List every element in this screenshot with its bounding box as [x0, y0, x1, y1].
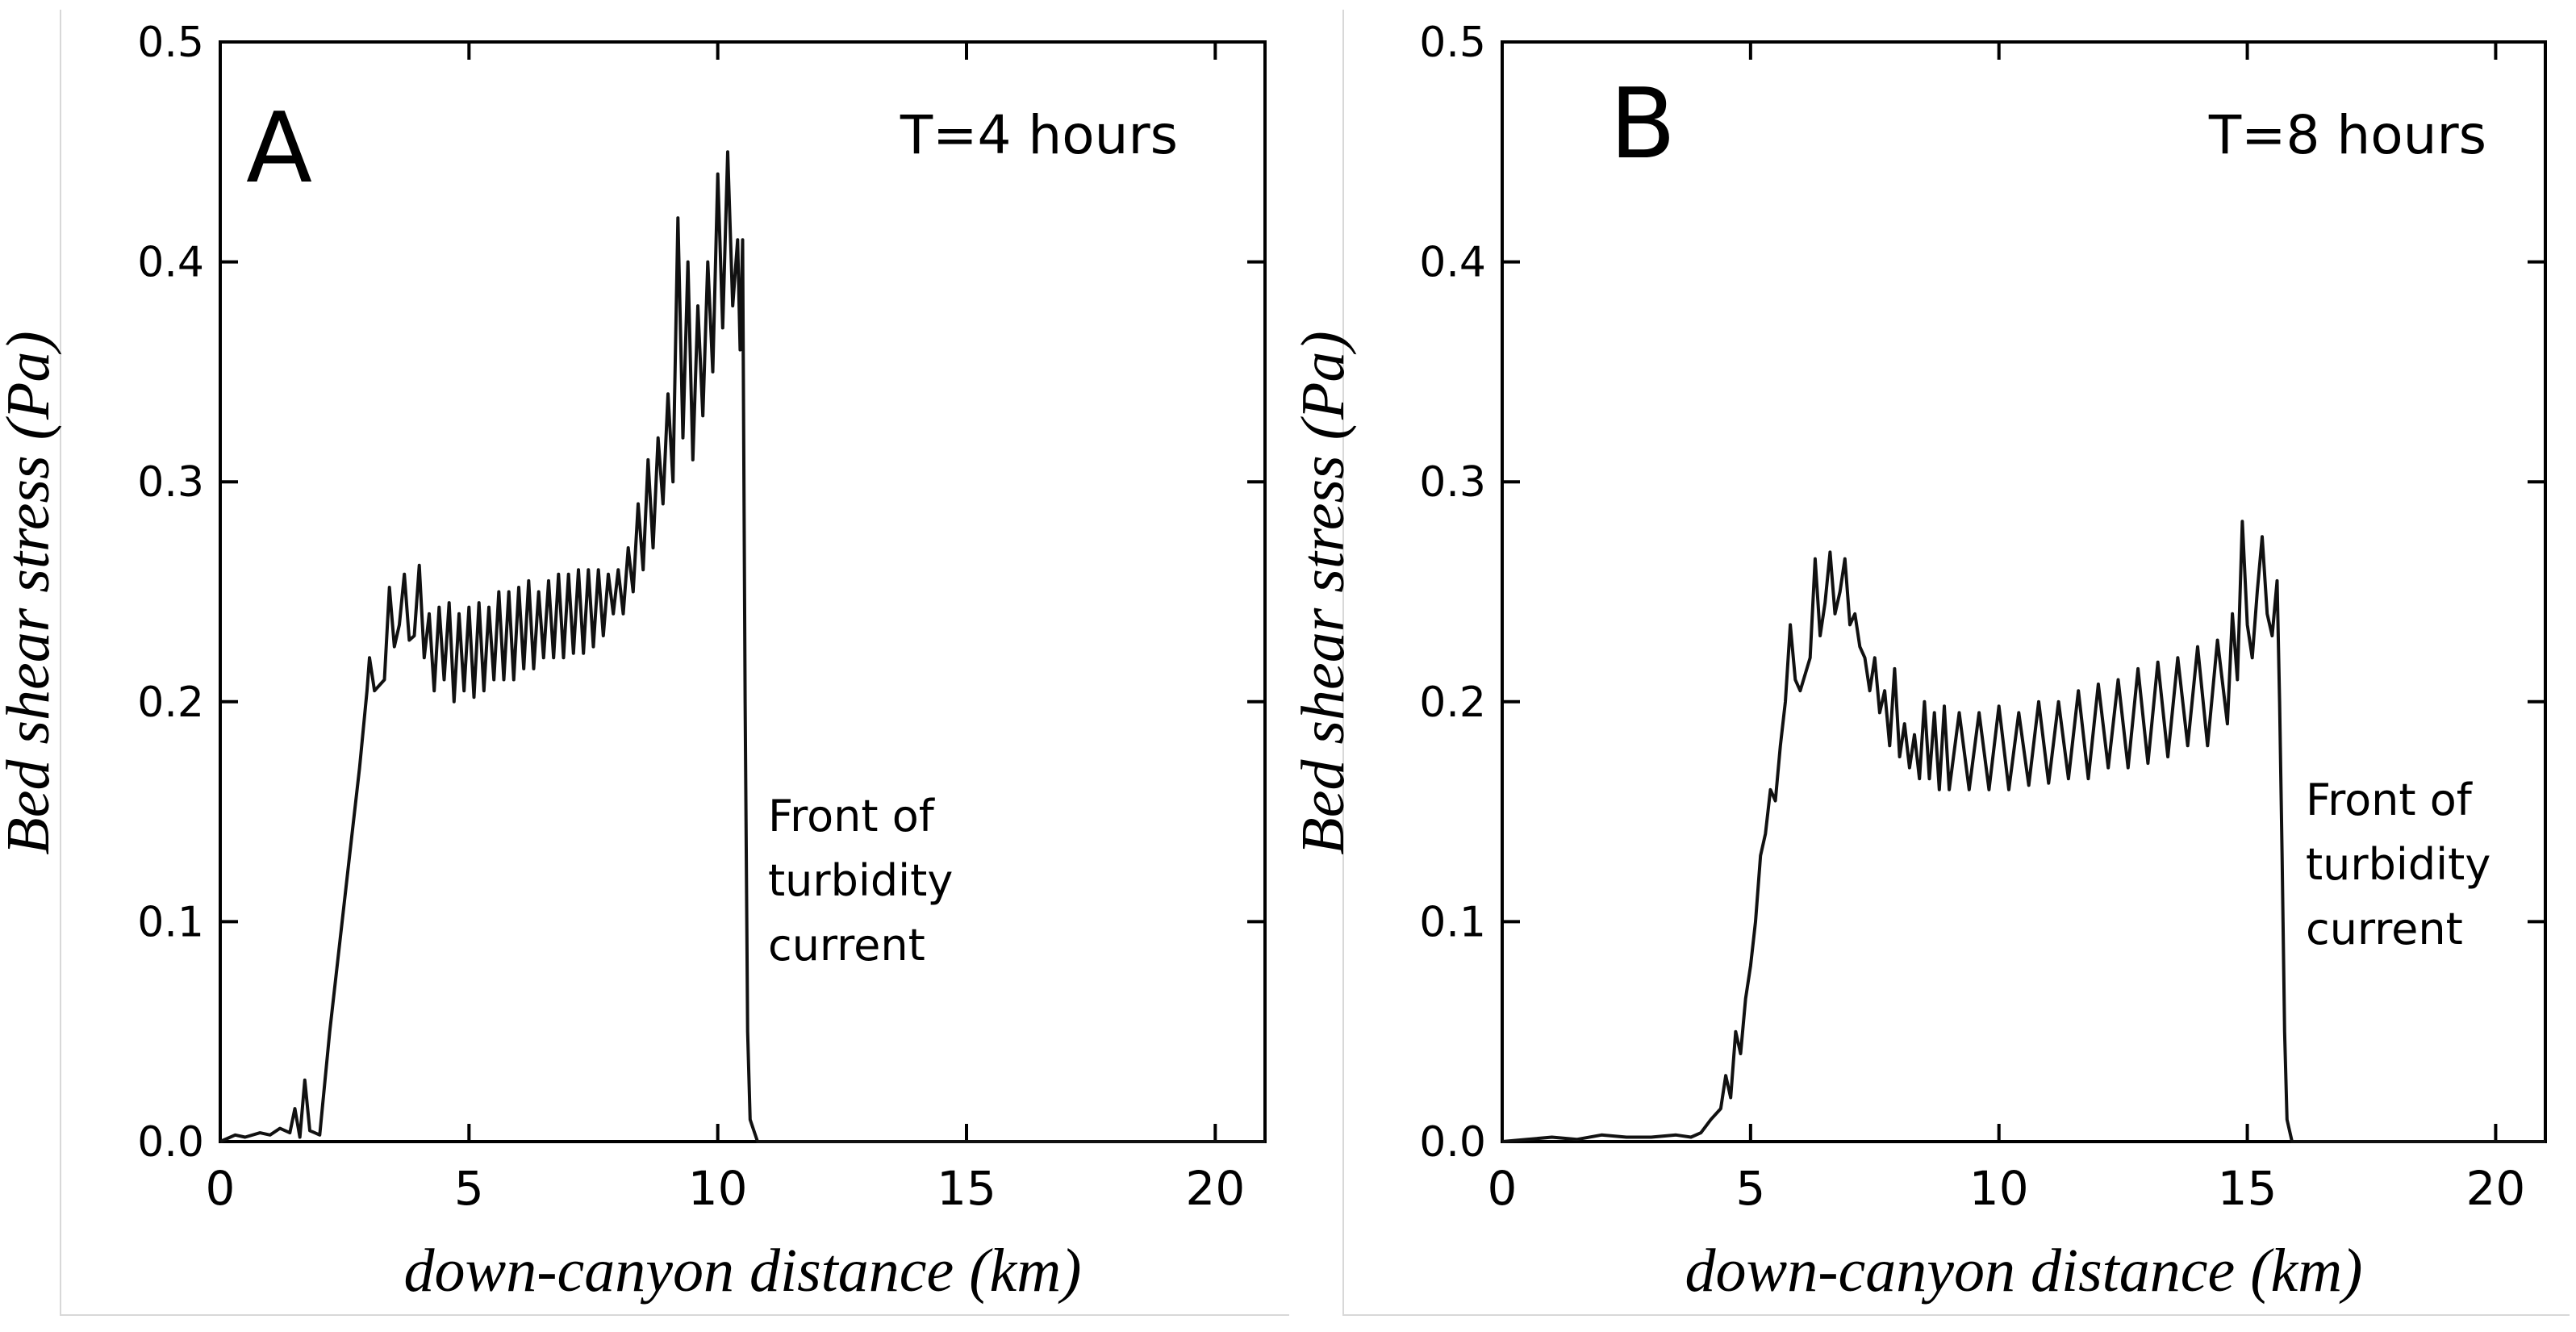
annotation-front-of-turbidity-current: Front of [768, 791, 936, 841]
panel-outer-frame [1342, 10, 2570, 1316]
time-label: T=8 hours [2208, 104, 2486, 166]
panel-a: 0 5 10 15 20 0.0 0.1 0.2 0.3 0.4 0.5 A T=4 hours Fron… [0, 10, 1289, 1316]
x-tick-label: 20 [1185, 1161, 1245, 1216]
y-tick-label: 0.5 [1419, 19, 1486, 67]
y-tick-label: 0.0 [1419, 1118, 1486, 1167]
y-tick-label: 0.2 [1419, 679, 1486, 727]
panel-letter: A [246, 93, 312, 205]
y-tick-label: 0.1 [1419, 898, 1486, 946]
annotation-front-of-turbidity-current: turbidity [768, 855, 953, 906]
plot-area-frame [219, 40, 1267, 1143]
y-axis-label: Bed shear stress (Pa) [1289, 331, 1357, 854]
panel-letter: B [1609, 69, 1676, 181]
x-axis-label: down-canyon distance (km) [1685, 1237, 2363, 1305]
y-tick-label: 0.3 [1419, 458, 1486, 507]
annotation-front-of-turbidity-current: current [2306, 904, 2463, 954]
x-tick-label: 15 [937, 1161, 996, 1216]
y-axis-label: Bed shear stress (Pa) [0, 331, 62, 854]
x-tick-label: 10 [688, 1161, 748, 1216]
y-tick-label: 0.2 [137, 679, 204, 727]
series-line-bed-shear-stress [219, 150, 1265, 1143]
x-tick-label: 15 [2218, 1161, 2277, 1216]
y-tick-label: 0.3 [137, 458, 204, 507]
x-tick-label: 20 [2466, 1161, 2526, 1216]
panel-outer-frame [60, 10, 1289, 1316]
series-line-bed-shear-stress [1501, 520, 2545, 1143]
annotation-front-of-turbidity-current: turbidity [2306, 839, 2490, 890]
y-tick-label: 0.4 [1419, 239, 1486, 287]
plot-area-frame [1501, 40, 2547, 1143]
x-tick-label: 0 [206, 1161, 236, 1216]
x-tick-label: 5 [454, 1161, 484, 1216]
panel-b: 0 5 10 15 20 0.0 0.1 0.2 0.3 0.4 0.5 B T=8 hours Fron… [1289, 10, 2570, 1316]
x-tick-label: 10 [1969, 1161, 2029, 1216]
x-tick-label: 0 [1488, 1161, 1518, 1216]
x-axis-label: down-canyon distance (km) [404, 1237, 1082, 1305]
x-tick-label: 5 [1735, 1161, 1765, 1216]
y-tick-label: 0.1 [137, 898, 204, 946]
y-tick-label: 0.0 [137, 1118, 204, 1167]
y-tick-label: 0.4 [137, 239, 204, 287]
annotation-front-of-turbidity-current: current [768, 920, 925, 971]
time-label: T=4 hours [900, 104, 1178, 166]
annotation-front-of-turbidity-current: Front of [2306, 775, 2474, 825]
y-tick-label: 0.5 [137, 19, 204, 67]
